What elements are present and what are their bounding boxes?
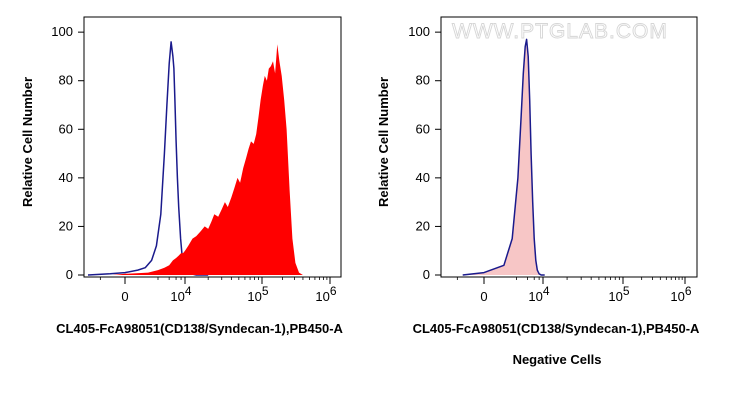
left-ytick-label-40: 40 bbox=[59, 170, 73, 185]
right-panel-title: Negative Cells bbox=[513, 352, 602, 367]
left-xtick-label-10000: 104 bbox=[170, 284, 191, 304]
right-series-1-line bbox=[462, 38, 545, 276]
right-x-axis-title: CL405-FcA98051(CD138/Syndecan-1),PB450-A bbox=[413, 321, 700, 336]
left-ytick-label-20: 20 bbox=[59, 218, 73, 233]
right-ytick-label-20: 20 bbox=[416, 218, 430, 233]
left-plot-frame bbox=[83, 16, 342, 278]
right-y-axis-title: Relative Cell Number bbox=[376, 77, 391, 207]
right-plot-frame bbox=[440, 16, 698, 278]
right-ytick-label-100: 100 bbox=[408, 24, 430, 39]
right-ytick-label-0: 0 bbox=[423, 267, 430, 282]
right-xtick-label-10000: 104 bbox=[528, 284, 549, 304]
right-series-0-area bbox=[462, 44, 545, 275]
left-x-axis-title: CL405-FcA98051(CD138/Syndecan-1),PB450-A bbox=[56, 321, 343, 336]
left-ytick-label-0: 0 bbox=[66, 267, 73, 282]
right-xtick-label-0: 0 bbox=[480, 289, 487, 304]
left-xtick-label-100000: 105 bbox=[247, 284, 268, 304]
left-series-0-line bbox=[87, 41, 209, 276]
right-ytick-label-40: 40 bbox=[416, 170, 430, 185]
watermark-text: WWW.PTGLAB.COM bbox=[452, 20, 668, 43]
right-xtick-label-1000000: 106 bbox=[670, 284, 691, 304]
left-y-axis-title: Relative Cell Number bbox=[20, 77, 35, 207]
right-xtick-label-100000: 105 bbox=[608, 284, 629, 304]
left-ytick-label-100: 100 bbox=[51, 24, 73, 39]
right-ytick-label-80: 80 bbox=[416, 73, 430, 88]
left-ytick-label-60: 60 bbox=[59, 121, 73, 136]
left-series-1-area bbox=[88, 44, 303, 275]
right-ytick-label-60: 60 bbox=[416, 121, 430, 136]
left-xtick-label-0: 0 bbox=[121, 289, 128, 304]
left-ytick-label-80: 80 bbox=[59, 73, 73, 88]
left-xtick-label-1000000: 106 bbox=[315, 284, 336, 304]
